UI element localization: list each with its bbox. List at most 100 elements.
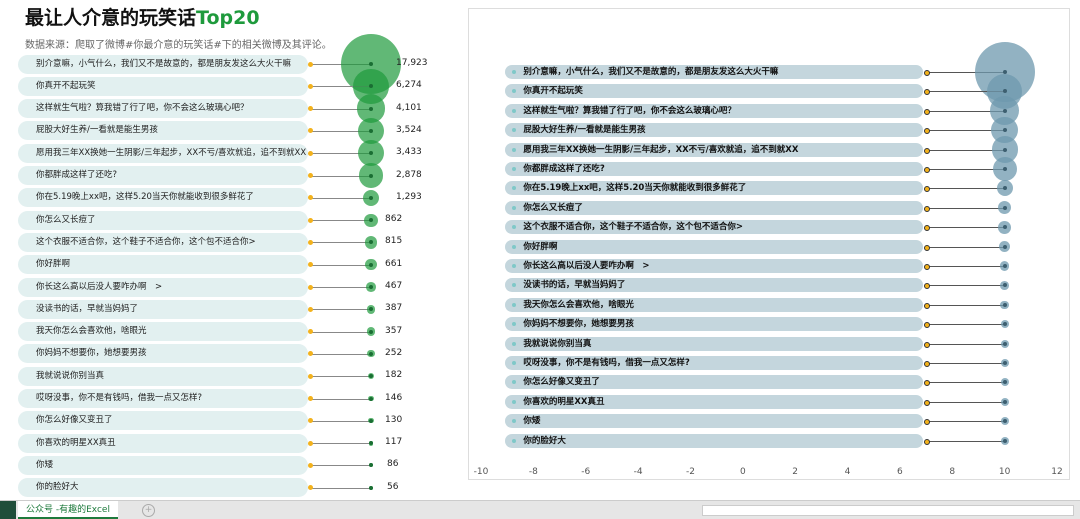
- lollipop-line: [926, 343, 1005, 345]
- start-dot: [924, 380, 931, 387]
- lollipop-line: [311, 465, 371, 467]
- start-dot: [924, 341, 931, 348]
- end-dot: [369, 396, 373, 401]
- value-label: 467: [385, 281, 403, 291]
- value-label: 661: [385, 258, 403, 269]
- sheet-tab[interactable]: 公众号 -有趣的Excel: [18, 501, 118, 519]
- right-list-item: 别介意嘛，小气什么，我们又不是故意的，都是朋友发这么大火干嘛: [505, 65, 924, 79]
- end-dot: [1002, 361, 1007, 365]
- value-label: 6,274: [396, 80, 422, 91]
- lollipop-line: [311, 175, 371, 177]
- start-dot: [924, 205, 931, 212]
- right-list-item: 你的脸好大: [505, 433, 924, 448]
- end-dot: [369, 106, 373, 111]
- list-item-label: 你都胖成这样了还吃?: [18, 166, 308, 185]
- end-dot: [1002, 147, 1007, 152]
- right-list-item: 你妈妈不想要你，她想要男孩: [505, 317, 924, 332]
- lollipop-line: [926, 421, 1005, 423]
- start-dot: [924, 89, 931, 96]
- lollipop-line: [311, 487, 371, 489]
- lollipop-line: [311, 108, 371, 110]
- start-dot: [308, 239, 313, 245]
- lollipop-line: [926, 246, 1005, 248]
- list-item-label: 你矮: [18, 455, 308, 475]
- x-axis-tick: 6: [897, 467, 903, 477]
- right-list-item: 你矮: [505, 414, 924, 429]
- start-dot: [308, 150, 313, 156]
- lollipop-line: [311, 86, 371, 88]
- start-dot: [308, 306, 313, 312]
- add-sheet-icon[interactable]: +: [142, 504, 155, 517]
- value-label: 357: [385, 325, 403, 336]
- list-item-label: 这个衣服不适合你，这个鞋子不适合你，这个包不适合你>: [18, 232, 308, 252]
- lollipop-line: [926, 324, 1005, 326]
- list-item-label: 你怎么好像又变丑了: [18, 411, 308, 431]
- lollipop-line: [926, 207, 1005, 209]
- end-dot: [369, 62, 373, 66]
- end-dot: [1002, 128, 1007, 133]
- end-dot: [1002, 108, 1007, 113]
- lollipop-line: [311, 420, 371, 422]
- list-item-label: 哎呀没事，你不是有钱吗，借我一点又怎样?: [18, 389, 308, 408]
- x-axis-tick: -8: [528, 467, 538, 477]
- end-dot: [369, 218, 373, 223]
- list-item-label: 你真开不起玩笑: [18, 76, 308, 96]
- page-title: 最让人介意的玩笑话Top20: [25, 3, 260, 30]
- start-dot: [924, 70, 931, 76]
- end-dot: [1002, 70, 1007, 74]
- lollipop-line: [926, 188, 1005, 190]
- lollipop-line: [926, 440, 1005, 442]
- value-label: 815: [385, 236, 403, 247]
- x-axis-tick: 2: [792, 467, 799, 477]
- sheet-nav-button[interactable]: [0, 501, 16, 519]
- start-dot: [308, 396, 313, 401]
- list-item-label: 没读书的话，早就当妈妈了: [18, 299, 308, 319]
- end-dot: [1002, 399, 1007, 404]
- start-dot: [308, 217, 313, 223]
- value-label: 252: [385, 347, 403, 358]
- start-dot: [924, 244, 931, 251]
- end-dot: [1002, 186, 1007, 191]
- lollipop-line: [926, 72, 1005, 73]
- value-label: 17,923: [396, 58, 428, 68]
- list-item-label: 你怎么又长痘了: [18, 210, 308, 230]
- start-dot: [924, 264, 931, 270]
- start-dot: [308, 485, 313, 491]
- horizontal-scrollbar[interactable]: [702, 505, 1074, 516]
- right-chart[interactable]: [468, 8, 1070, 480]
- end-dot: [1002, 283, 1007, 288]
- list-item-label: 你好胖啊: [18, 255, 308, 275]
- right-list-item: 这样就生气啦？算我错了行了吧，你不会这么玻璃心吧？: [505, 103, 924, 118]
- lollipop-line: [311, 220, 371, 222]
- start-dot: [924, 128, 931, 135]
- start-dot: [924, 438, 931, 445]
- lollipop-line: [311, 264, 371, 266]
- x-axis-tick: -6: [581, 467, 591, 477]
- list-item-label: 别介意嘛，小气什么，我们又不是故意的，都是朋友发这么大火干嘛: [18, 54, 308, 74]
- lollipop-line: [926, 91, 1005, 93]
- end-dot: [369, 128, 373, 133]
- end-dot: [369, 418, 373, 423]
- x-axis-tick: -2: [685, 467, 695, 477]
- start-dot: [924, 186, 931, 193]
- list-item-label: 你长这么高以后没人要咋办啊 >: [18, 277, 308, 297]
- end-dot: [369, 441, 373, 446]
- value-label: 130: [385, 414, 403, 425]
- end-dot: [1002, 205, 1007, 210]
- lollipop-line: [926, 363, 1005, 364]
- lollipop-line: [311, 130, 371, 132]
- list-item-label: 你妈妈不想要你，她想要男孩: [18, 344, 308, 364]
- right-list-item: 没读书的话，早就当妈妈了: [505, 278, 924, 293]
- end-dot: [1002, 167, 1007, 171]
- end-dot: [1002, 322, 1007, 327]
- right-list-item: 你喜欢的明星XX真丑: [505, 394, 924, 409]
- start-dot: [308, 351, 313, 357]
- right-list-item: 你怎么好像又变丑了: [505, 375, 924, 390]
- x-axis-tick: 4: [844, 467, 851, 477]
- value-label: 182: [385, 370, 403, 381]
- right-list-item: 你在5.19晚上xx吧，这样5.20当天你就能收到很多鲜花了: [505, 181, 924, 196]
- start-dot: [924, 399, 931, 406]
- start-dot: [308, 83, 313, 89]
- end-dot: [369, 307, 373, 312]
- start-dot: [308, 462, 313, 468]
